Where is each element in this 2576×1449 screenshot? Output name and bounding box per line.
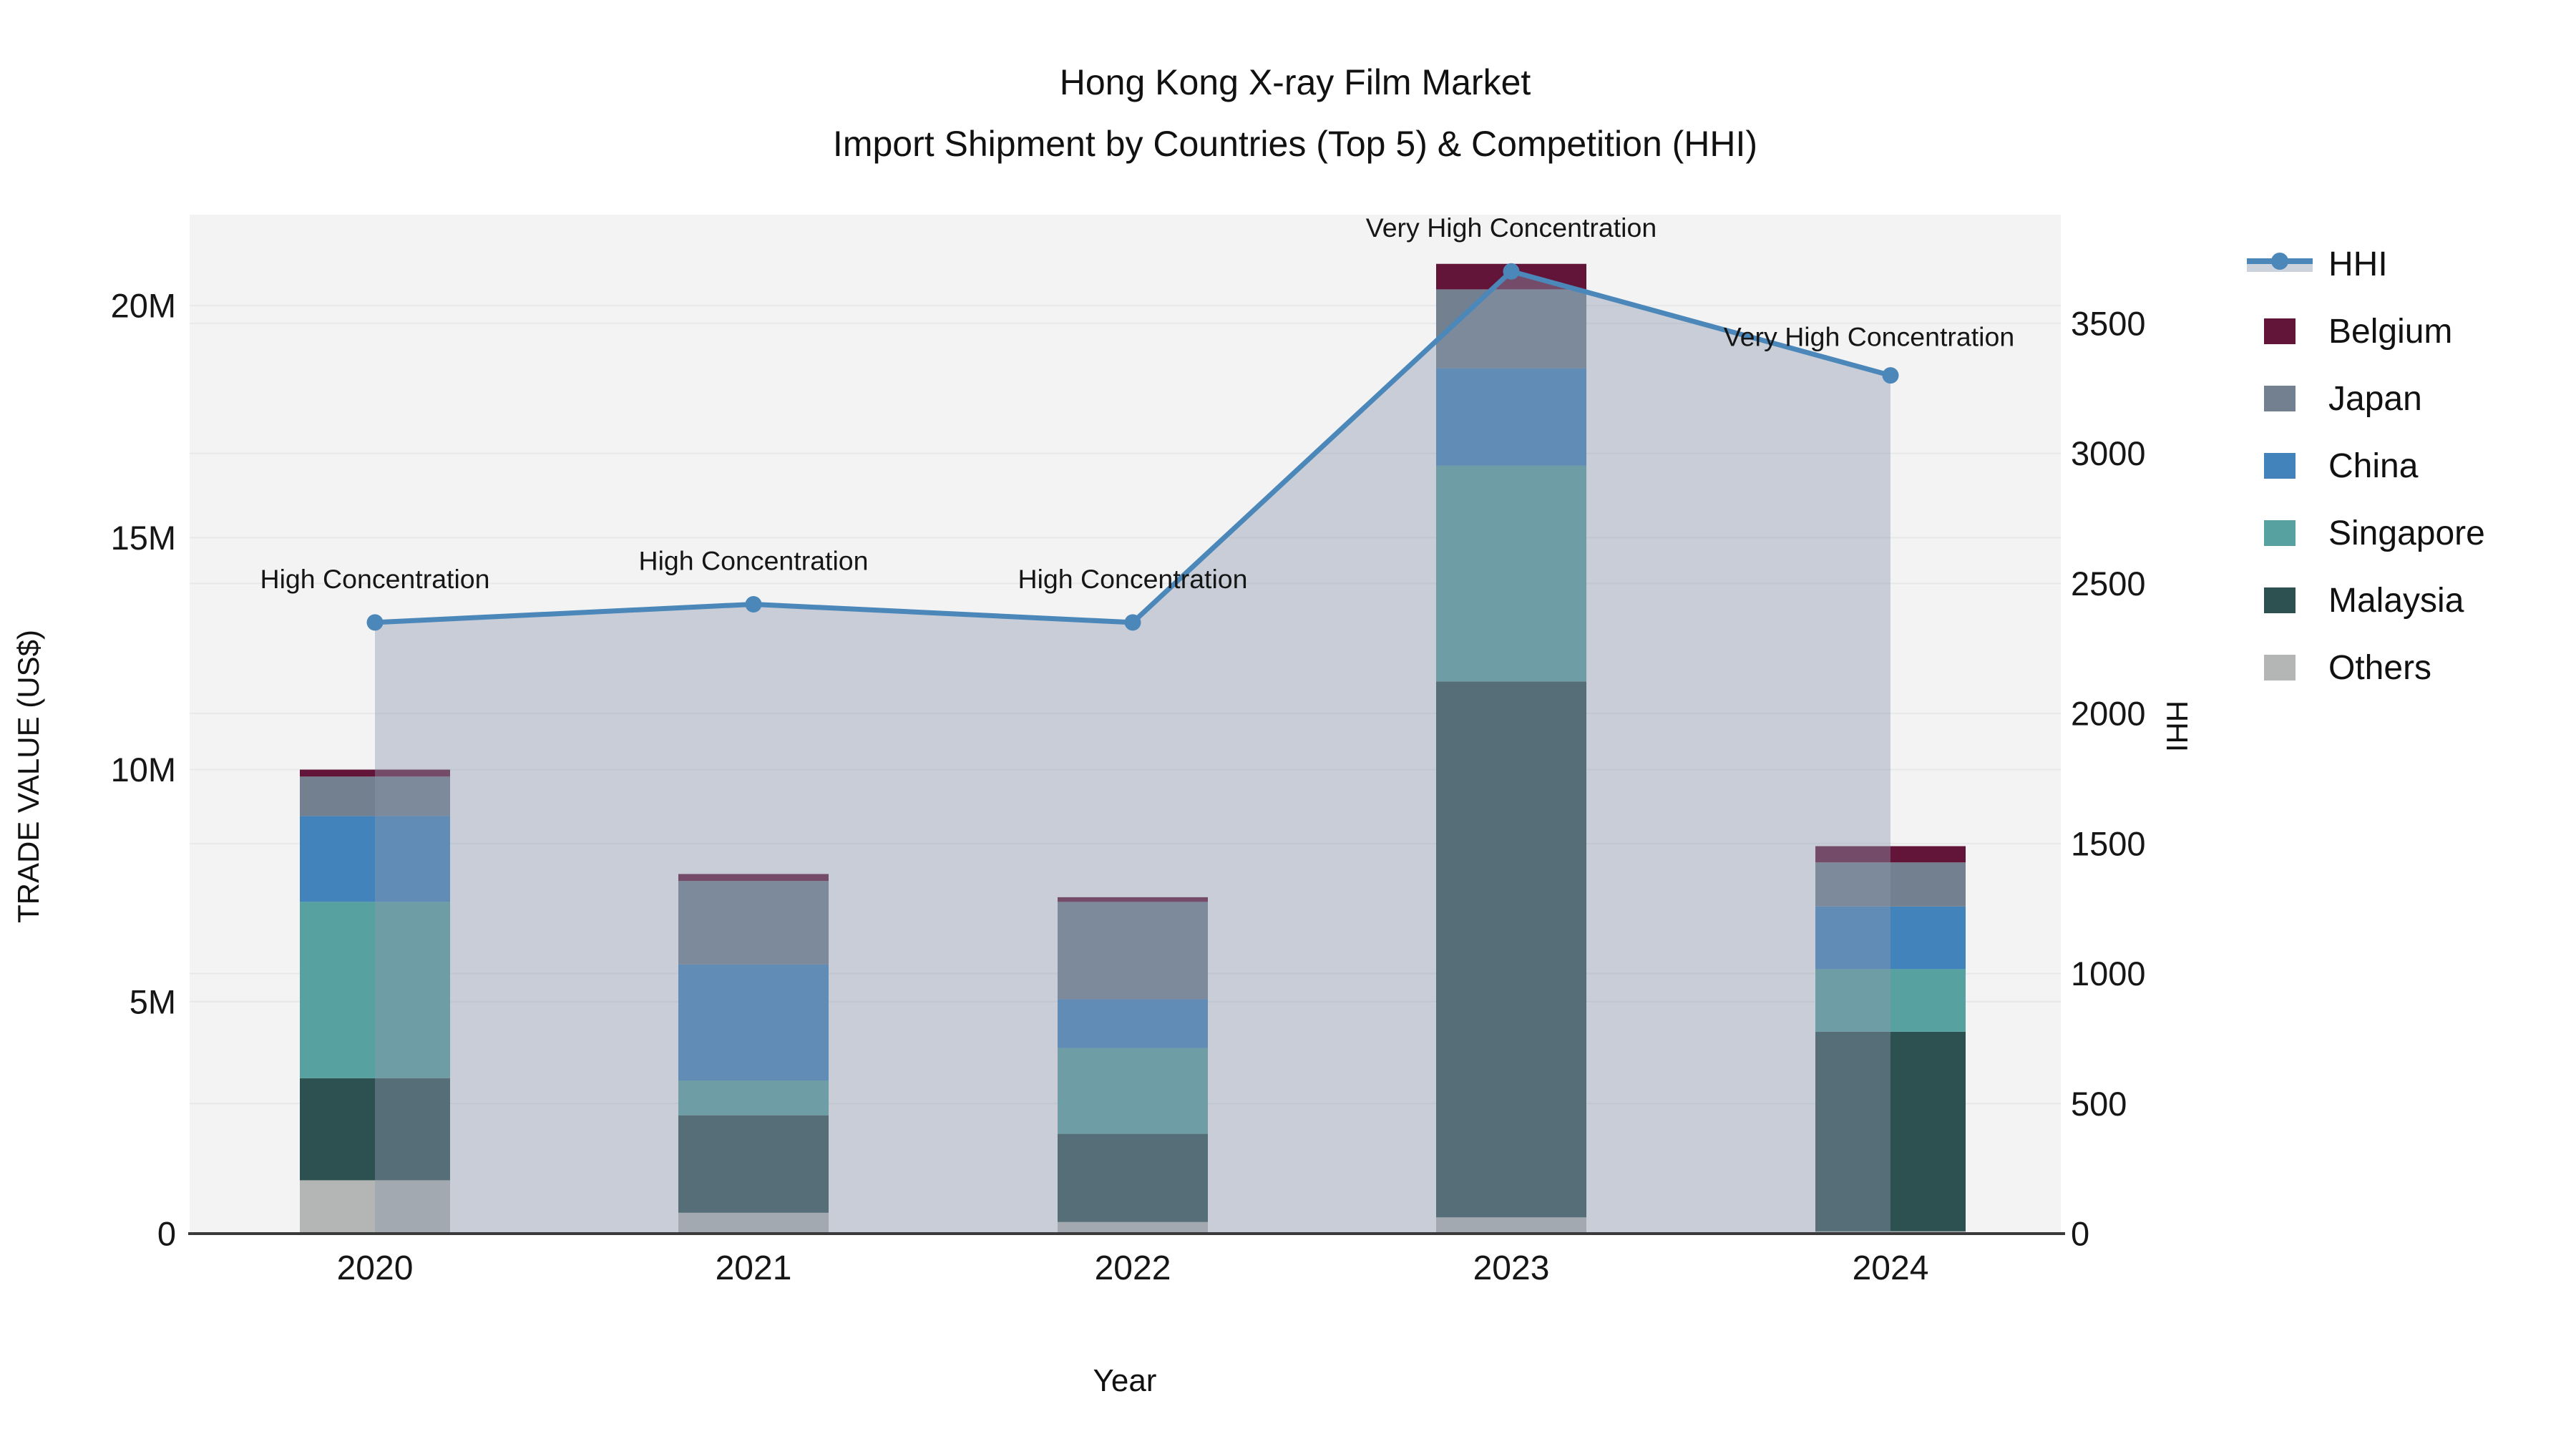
right-tick-500: 500 — [2071, 1085, 2127, 1123]
bar-segment-china-2020 — [300, 816, 450, 902]
title-block: Hong Kong X-ray Film Market Import Shipm… — [833, 52, 1757, 175]
bar-segment-japan-2023 — [1436, 289, 1586, 369]
left-tick-15M: 15M — [111, 519, 176, 557]
bar-segment-malaysia-2022 — [1058, 1133, 1208, 1222]
bar-segment-japan-2020 — [300, 776, 450, 816]
hhi-marker-2021 — [745, 595, 762, 613]
x-tick-2022: 2022 — [1095, 1249, 1171, 1287]
legend-item-hhi: HHI — [2247, 230, 2485, 298]
annotation-2024: Very High Concentration — [1724, 322, 2014, 352]
bar-segment-malaysia-2024 — [1815, 1031, 1966, 1231]
bar-segment-malaysia-2021 — [678, 1115, 829, 1213]
left-tick-10M: 10M — [111, 751, 176, 789]
hhi-marker-2022 — [1124, 614, 1141, 631]
left-tick-5M: 5M — [130, 982, 176, 1020]
right-tick-1500: 1500 — [2071, 824, 2146, 862]
bar-segment-belgium-2021 — [678, 874, 829, 882]
right-axis-title: HHI — [2160, 700, 2194, 753]
legend-item-japan: Japan — [2247, 365, 2485, 432]
hhi-marker-2020 — [366, 614, 384, 631]
bar-segment-china-2021 — [678, 964, 829, 1081]
x-tick-2021: 2021 — [716, 1249, 792, 1287]
bar-segment-others-2022 — [1058, 1221, 1208, 1234]
x-axis-title: Year — [1093, 1363, 1157, 1398]
bar-segment-malaysia-2023 — [1436, 681, 1586, 1218]
legend-swatch-others — [2264, 655, 2296, 680]
bar-segment-japan-2021 — [678, 881, 829, 965]
legend-label: China — [2328, 447, 2419, 485]
x-tick-2023: 2023 — [1473, 1249, 1550, 1287]
bar-segment-china-2022 — [1058, 999, 1208, 1048]
legend-item-singapore: Singapore — [2247, 499, 2485, 567]
x-tick-2024: 2024 — [1853, 1249, 1929, 1287]
right-tick-2000: 2000 — [2071, 695, 2146, 733]
right-tick-3000: 3000 — [2071, 434, 2146, 472]
legend-item-belgium: Belgium — [2247, 298, 2485, 365]
bar-segment-singapore-2023 — [1436, 465, 1586, 682]
annotation-2022: High Concentration — [1018, 564, 1247, 594]
chart-title: Hong Kong X-ray Film Market — [1059, 62, 1531, 102]
legend-swatch-malaysia — [2264, 587, 2296, 613]
hhi-marker-2024 — [1882, 367, 1899, 384]
bar-segment-others-2023 — [1436, 1217, 1586, 1234]
legend-swatch-belgium — [2264, 318, 2296, 344]
bar-segment-singapore-2022 — [1058, 1048, 1208, 1134]
right-tick-1000: 1000 — [2071, 955, 2146, 992]
legend-item-malaysia: Malaysia — [2247, 567, 2485, 634]
annotation-2023: Very High Concentration — [1366, 213, 1657, 243]
right-tick-3500: 3500 — [2071, 304, 2146, 342]
bar-segment-singapore-2020 — [300, 902, 450, 1078]
x-tick-2020: 2020 — [337, 1249, 414, 1287]
bar-segment-others-2021 — [678, 1212, 829, 1234]
bar-segment-others-2020 — [300, 1180, 450, 1234]
legend-item-others: Others — [2247, 634, 2485, 701]
bar-segment-singapore-2021 — [678, 1080, 829, 1116]
legend-label: Others — [2328, 648, 2432, 687]
annotation-2020: High Concentration — [260, 564, 489, 594]
legend-item-china: China — [2247, 432, 2485, 499]
bar-segment-malaysia-2020 — [300, 1078, 450, 1181]
bar-segment-china-2024 — [1815, 906, 1966, 970]
hhi-marker-2023 — [1503, 263, 1520, 280]
right-tick-2500: 2500 — [2071, 565, 2146, 602]
legend-label: Malaysia — [2328, 581, 2464, 620]
bar-segment-japan-2022 — [1058, 902, 1208, 1000]
legend-swatch-singapore — [2264, 520, 2296, 546]
chart-subtitle: Import Shipment by Countries (Top 5) & C… — [832, 124, 1758, 164]
legend-label: Japan — [2328, 379, 2422, 418]
bar-segment-belgium-2024 — [1815, 846, 1966, 863]
legend-label: Singapore — [2328, 514, 2485, 552]
legend-hhi-line-sample — [2247, 253, 2313, 272]
left-tick-20M: 20M — [111, 287, 176, 325]
legend-swatch-china — [2264, 453, 2296, 479]
bar-segment-singapore-2024 — [1815, 969, 1966, 1032]
annotation-2021: High Concentration — [638, 545, 868, 575]
legend-label: HHI — [2328, 245, 2388, 283]
bar-segment-belgium-2020 — [300, 769, 450, 777]
bar-segment-china-2023 — [1436, 368, 1586, 466]
left-axis-title: TRADE VALUE (US$) — [11, 630, 45, 923]
legend-label: Belgium — [2328, 312, 2453, 351]
left-tick-0: 0 — [157, 1215, 176, 1253]
right-tick-0: 0 — [2071, 1215, 2089, 1253]
bar-segment-belgium-2022 — [1058, 897, 1208, 902]
bar-segment-japan-2024 — [1815, 862, 1966, 907]
hhi-area-fill — [375, 271, 1890, 1234]
legend: HHI Belgium Japan China Singapore Malays… — [2247, 230, 2485, 701]
legend-swatch-japan — [2264, 386, 2296, 411]
